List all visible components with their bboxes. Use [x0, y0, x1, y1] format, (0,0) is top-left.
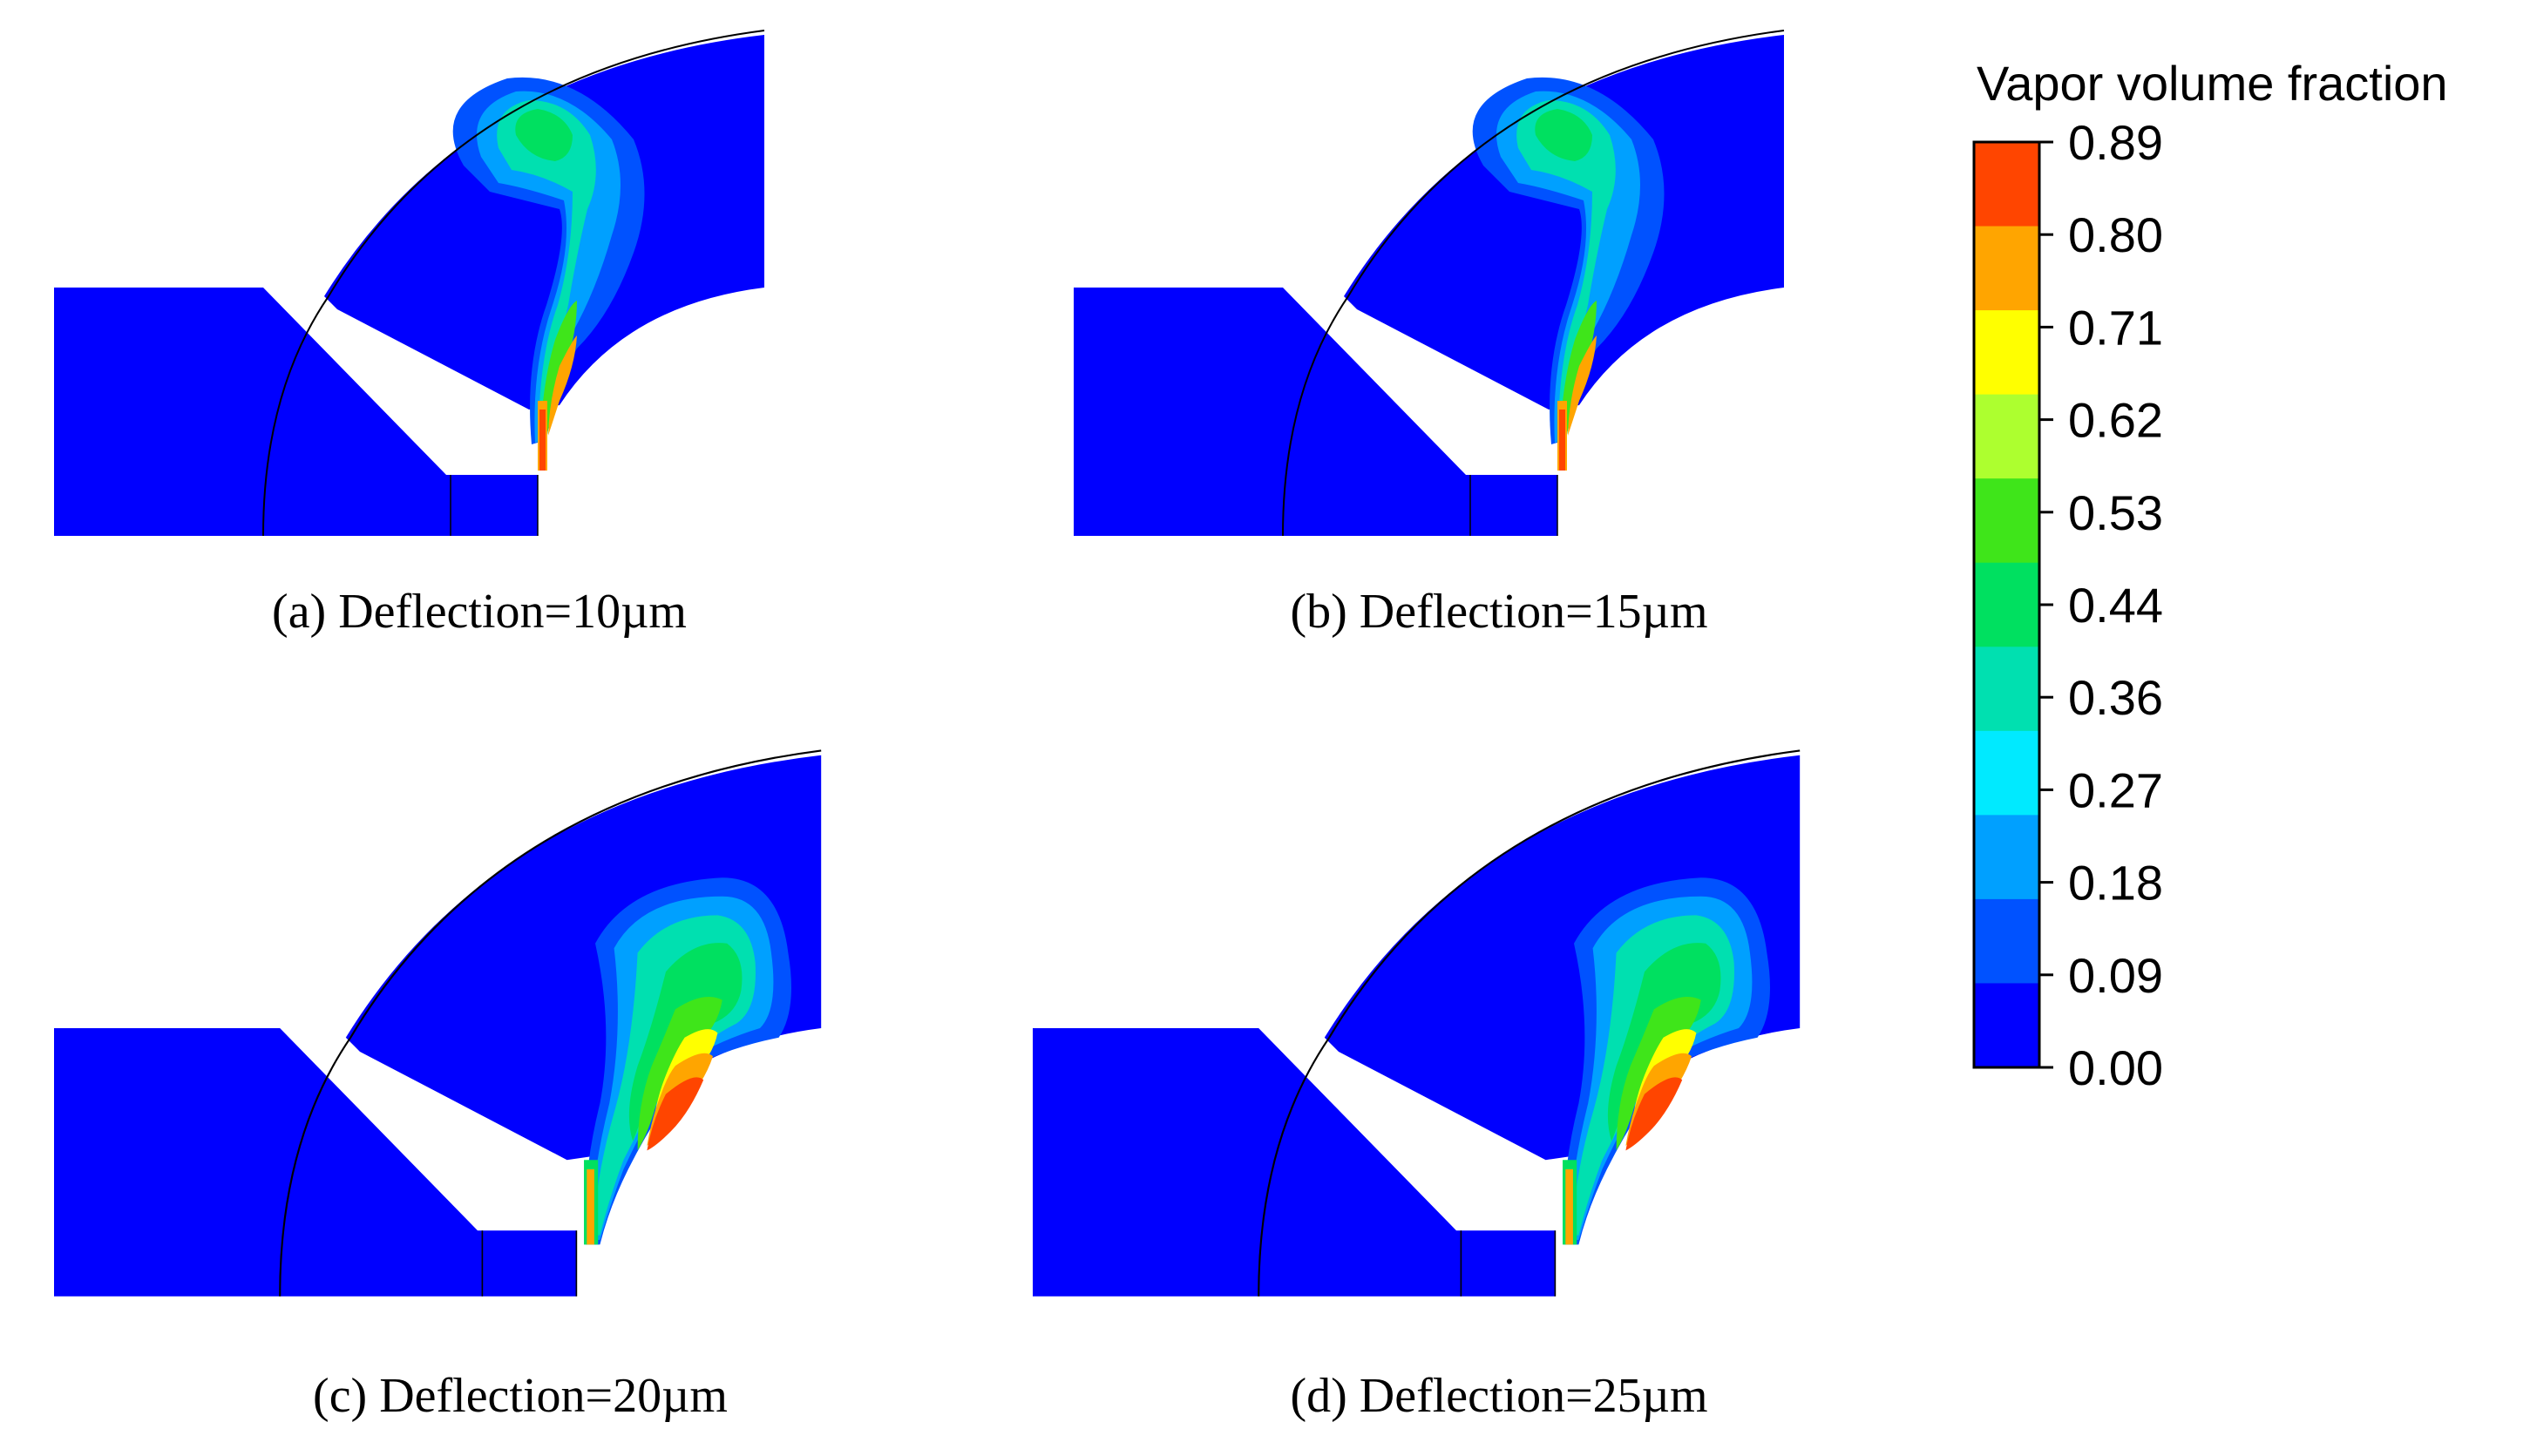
colorbar-tick-label: 0.36	[2068, 670, 2163, 725]
colorbar-tick-label: 0.18	[2068, 856, 2163, 911]
panel-d	[1033, 749, 1801, 1297]
colorbar-ticks: 0.89 0.80 0.71 0.62 0.53 0.44 0.36 0.27 0.18 0.09…	[2039, 115, 2163, 1095]
colorbar-band	[1974, 478, 2039, 564]
colorbar-band	[1974, 226, 2039, 311]
colorbar-tick-label: 0.80	[2068, 207, 2163, 262]
colorbar-bands	[1974, 142, 2039, 1068]
colorbar-band	[1974, 647, 2039, 732]
colorbar-tick-label: 0.09	[2068, 948, 2163, 1003]
colorbar-band	[1974, 898, 2039, 984]
caption-d: (d) Deflection=25µm	[1290, 1369, 1707, 1423]
panel-a	[54, 30, 765, 537]
colorbar-tick-label: 0.00	[2068, 1040, 2163, 1095]
caption-a: (a) Deflection=10µm	[272, 585, 687, 639]
colorbar: Vapor volume fraction 0.890.800.710.620.…	[1972, 56, 2448, 1095]
colorbar-tick-label: 0.44	[2068, 578, 2163, 633]
colorbar-band	[1974, 730, 2039, 816]
colorbar-tick-label: 0.27	[2068, 762, 2163, 817]
colorbar-band	[1974, 394, 2039, 479]
colorbar-tick-label: 0.53	[2068, 485, 2163, 540]
colorbar-band	[1974, 562, 2039, 647]
panel-b	[1074, 30, 1785, 537]
colorbar-tick-label: 0.71	[2068, 300, 2163, 355]
colorbar-band	[1974, 983, 2039, 1068]
colorbar-band	[1974, 310, 2039, 396]
panel-c	[54, 749, 822, 1297]
colorbar-band	[1974, 142, 2039, 227]
colorbar-tick-label: 0.62	[2068, 393, 2163, 448]
colorbar-title: Vapor volume fraction	[1977, 56, 2448, 111]
colorbar-tick-label: 0.89	[2068, 115, 2163, 170]
colorbar-band	[1974, 815, 2039, 900]
caption-b: (b) Deflection=15µm	[1290, 585, 1707, 639]
caption-c: (c) Deflection=20µm	[313, 1369, 728, 1423]
